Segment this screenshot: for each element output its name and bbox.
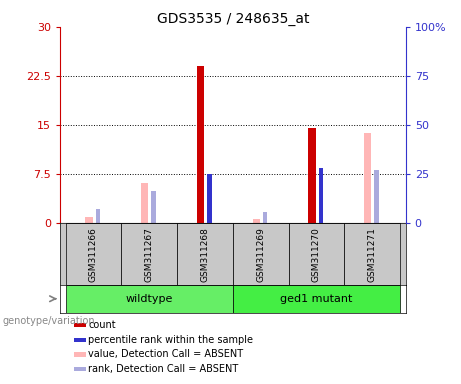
Bar (308, 129, 316, 223)
Text: ged1 mutant: ged1 mutant (280, 294, 353, 304)
Bar (121, 223, 177, 285)
Bar (319, 169, 323, 223)
Bar (374, 170, 379, 223)
Text: value, Detection Call = ABSENT: value, Detection Call = ABSENT (88, 349, 243, 359)
Bar (85, 217, 93, 223)
Text: GSM311271: GSM311271 (368, 227, 377, 281)
Bar (263, 212, 267, 223)
Text: GSM311270: GSM311270 (312, 227, 321, 281)
Bar (253, 219, 260, 223)
Bar (65, 285, 233, 313)
Bar (95, 209, 100, 223)
Text: wildtype: wildtype (125, 294, 173, 304)
Bar (74, 323, 86, 327)
Bar (233, 285, 400, 313)
Text: GSM311268: GSM311268 (201, 227, 209, 281)
Title: GDS3535 / 248635_at: GDS3535 / 248635_at (157, 12, 309, 26)
Text: percentile rank within the sample: percentile rank within the sample (88, 334, 253, 344)
Text: genotype/variation: genotype/variation (2, 316, 95, 326)
Text: GSM311266: GSM311266 (89, 227, 98, 281)
Bar (289, 223, 344, 285)
Bar (151, 191, 156, 223)
Bar (65, 223, 121, 285)
Bar (74, 367, 86, 371)
Bar (74, 338, 86, 342)
Text: rank, Detection Call = ABSENT: rank, Detection Call = ABSENT (88, 364, 238, 374)
Bar (207, 174, 212, 223)
Bar (177, 223, 233, 285)
Text: GSM311267: GSM311267 (145, 227, 154, 281)
Bar (344, 223, 400, 285)
Bar (233, 223, 289, 285)
Bar (141, 183, 148, 223)
Bar (364, 133, 372, 223)
Bar (74, 353, 86, 356)
Text: GSM311269: GSM311269 (256, 227, 265, 281)
Bar (197, 66, 204, 223)
Text: count: count (88, 320, 116, 330)
